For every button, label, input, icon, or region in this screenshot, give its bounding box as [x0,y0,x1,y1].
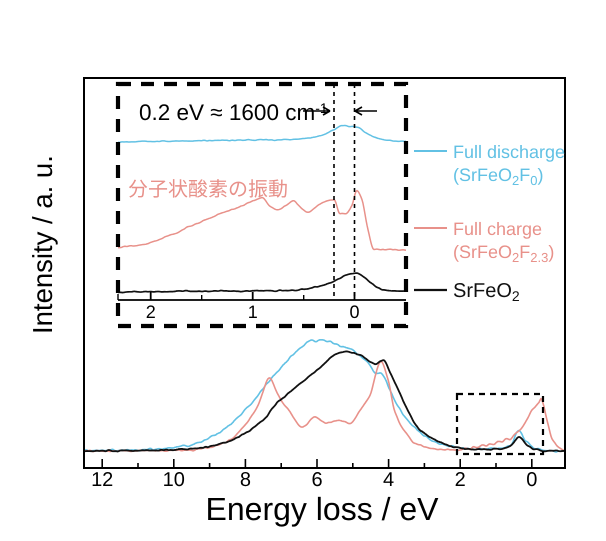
svg-text:4: 4 [383,469,394,491]
svg-text:0.2 eV ≈ 1600 cm-1: 0.2 eV ≈ 1600 cm-1 [139,100,328,125]
svg-text:Intensity / a. u.: Intensity / a. u. [27,155,58,334]
svg-text:8: 8 [240,469,251,491]
svg-text:12: 12 [91,469,113,491]
svg-text:2: 2 [146,302,156,322]
svg-text:6: 6 [311,469,322,491]
svg-text:(SrFeO2F0): (SrFeO2F0) [453,165,543,188]
svg-text:Energy loss / eV: Energy loss / eV [206,491,440,527]
svg-text:1: 1 [248,302,258,322]
svg-text:分子状酸素の振動: 分子状酸素の振動 [128,179,288,201]
svg-text:(SrFeO2F2.3): (SrFeO2F2.3) [453,242,554,265]
svg-text:Full discharge: Full discharge [453,142,565,162]
svg-text:0: 0 [349,302,359,322]
svg-text:0: 0 [526,469,537,491]
svg-text:Full charge: Full charge [453,219,542,239]
svg-text:10: 10 [163,469,185,491]
svg-text:SrFeO2: SrFeO2 [453,280,520,304]
svg-text:2: 2 [455,469,466,491]
